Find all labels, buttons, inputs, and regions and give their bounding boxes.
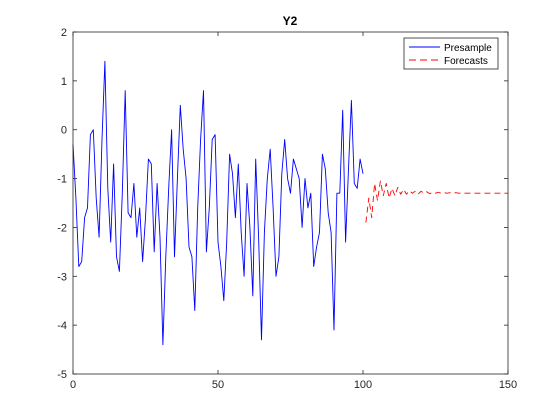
- y-tick-label: -5: [57, 369, 67, 381]
- x-tick-label: 50: [212, 379, 224, 391]
- y-tick-label: -3: [57, 271, 67, 283]
- chart-title: Y2: [283, 14, 298, 28]
- axes-box: [72, 31, 509, 375]
- y-tick-label: -4: [57, 320, 67, 332]
- plot-area: [73, 32, 508, 374]
- x-tick-label: 0: [70, 379, 76, 391]
- x-tick-label: 150: [499, 379, 517, 391]
- legend-label-forecasts: Forecasts: [444, 56, 488, 67]
- legend-box: [403, 37, 499, 70]
- y-tick-label: 2: [61, 27, 67, 39]
- series-line-forecasts: [365, 180, 508, 223]
- tick-layer: 0 50 100 150 -5 -4 -3 -2 -1 0 1 2: [57, 27, 517, 391]
- series-line-presample: [72, 60, 364, 346]
- y-tick-label: 1: [61, 76, 67, 88]
- legend: Presample Forecasts: [403, 37, 499, 70]
- x-tick-label: 100: [354, 379, 372, 391]
- y-tick-label: -2: [57, 222, 67, 234]
- legend-label-presample: Presample: [444, 43, 492, 54]
- y-tick-label: 0: [61, 125, 67, 137]
- series-layer: [72, 60, 508, 346]
- y-tick-label: -1: [57, 174, 67, 186]
